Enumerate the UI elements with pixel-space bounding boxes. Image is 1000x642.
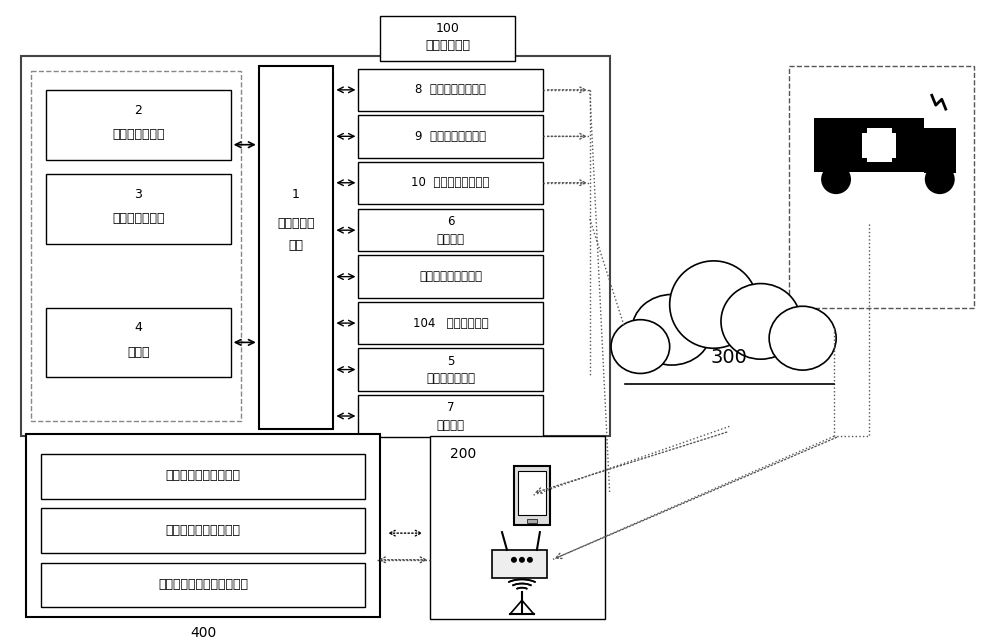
Circle shape — [925, 164, 955, 194]
Text: 健康检测内衣: 健康检测内衣 — [425, 39, 470, 53]
Text: 九轴运动传感器: 九轴运动传感器 — [426, 372, 475, 385]
Text: 空调与室内排风自动化设备: 空调与室内排风自动化设备 — [158, 578, 248, 591]
Ellipse shape — [611, 320, 670, 374]
Bar — [789, 65, 974, 308]
Bar — [41, 454, 365, 499]
Bar — [358, 256, 543, 298]
Text: 2: 2 — [135, 103, 142, 117]
Bar — [380, 16, 515, 61]
Text: 1: 1 — [292, 187, 300, 200]
Text: 理器: 理器 — [289, 239, 304, 252]
Bar — [814, 118, 924, 172]
Text: 5: 5 — [447, 354, 454, 368]
Bar — [21, 56, 610, 437]
Bar — [41, 563, 365, 607]
Text: 呼吸传感器模块: 呼吸传感器模块 — [112, 213, 165, 225]
Text: 4: 4 — [135, 321, 142, 334]
Ellipse shape — [721, 284, 801, 359]
Bar — [41, 508, 365, 553]
Circle shape — [821, 164, 851, 194]
Circle shape — [519, 557, 525, 563]
Text: 定位芯片: 定位芯片 — [437, 233, 465, 246]
Text: 电池充电和电量管理: 电池充电和电量管理 — [419, 270, 482, 283]
Text: 9  第二无线通信单元: 9 第二无线通信单元 — [415, 130, 486, 143]
Ellipse shape — [670, 261, 758, 348]
Text: 存储器: 存储器 — [127, 346, 150, 359]
Text: 3: 3 — [135, 187, 142, 200]
Text: 400: 400 — [190, 626, 216, 640]
Bar — [358, 395, 543, 437]
Bar — [358, 349, 543, 391]
Bar — [259, 65, 333, 429]
Text: 震动马达: 震动马达 — [437, 419, 465, 432]
Bar — [26, 434, 380, 617]
Bar — [862, 133, 896, 157]
Text: 煤气等有害气体传感器: 煤气等有害气体传感器 — [166, 469, 241, 482]
Bar — [527, 519, 537, 523]
Bar — [514, 466, 550, 525]
Bar — [46, 308, 231, 377]
Bar — [358, 69, 543, 111]
Circle shape — [527, 557, 533, 563]
Text: 6: 6 — [447, 215, 454, 228]
Bar — [46, 175, 231, 243]
Text: 104   紧急报警按钮: 104 紧急报警按钮 — [413, 317, 488, 329]
Text: 8  第一无线通信单元: 8 第一无线通信单元 — [415, 83, 486, 96]
Text: 低功耗微处: 低功耗微处 — [277, 217, 315, 230]
Bar — [625, 342, 834, 385]
Bar — [924, 128, 956, 173]
Bar — [358, 162, 543, 204]
Bar — [46, 91, 231, 159]
Text: 7: 7 — [447, 401, 454, 414]
Circle shape — [511, 557, 517, 563]
Text: 200: 200 — [450, 447, 476, 461]
Ellipse shape — [632, 295, 712, 365]
Text: 300: 300 — [711, 348, 748, 367]
Bar — [867, 128, 892, 162]
Bar — [518, 471, 546, 516]
Ellipse shape — [769, 306, 836, 370]
Text: 10  第三无线通信单元: 10 第三无线通信单元 — [411, 177, 490, 189]
Bar — [492, 550, 547, 578]
Text: 100: 100 — [436, 22, 460, 35]
Bar — [358, 302, 543, 344]
Text: 心跳传感器模块: 心跳传感器模块 — [112, 128, 165, 141]
Bar — [358, 115, 543, 157]
Bar — [430, 437, 605, 619]
Text: 摄像头门锁自动化设备: 摄像头门锁自动化设备 — [166, 524, 241, 537]
Bar — [31, 71, 241, 421]
Bar — [358, 209, 543, 252]
